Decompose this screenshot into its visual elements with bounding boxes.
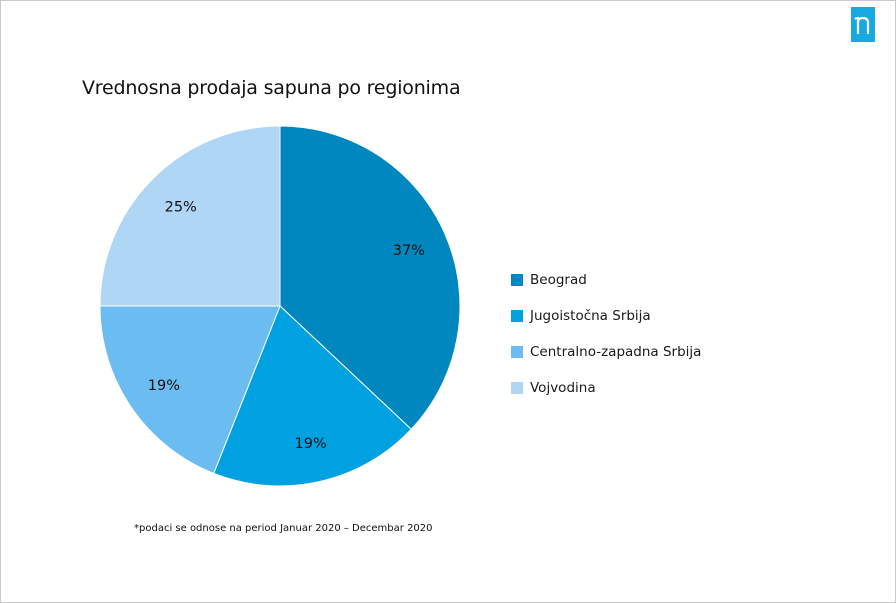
chart-legend: Beograd Jugoistočna Srbija Centralno-zapad… xyxy=(511,262,701,406)
chart-title: Vrednosna prodaja sapuna po regionima xyxy=(82,77,461,99)
slice-value-label: 19% xyxy=(295,436,327,452)
slice-value-label: 25% xyxy=(165,200,197,216)
legend-swatch xyxy=(511,382,523,394)
legend-label: Vojvodina xyxy=(530,380,596,396)
legend-swatch xyxy=(511,346,523,358)
nielsen-logo-icon xyxy=(851,7,875,42)
legend-item: Centralno-zapadna Srbija xyxy=(511,334,701,370)
legend-label: Centralno-zapadna Srbija xyxy=(530,344,702,360)
legend-label: Jugoistočna Srbija xyxy=(530,308,651,324)
pie-labels: 37% 19% 19% 25% xyxy=(148,200,425,452)
footnote: *podaci se odnose na period Januar 2020 … xyxy=(134,523,433,534)
pie-slice-1 xyxy=(279,125,461,430)
pie-slice-3 xyxy=(99,305,281,475)
legend-item: Jugoistočna Srbija xyxy=(511,298,701,334)
slice-value-label: 37% xyxy=(393,243,425,259)
legend-swatch xyxy=(511,274,523,286)
pie-slice-2 xyxy=(213,305,412,487)
legend-item: Beograd xyxy=(511,262,701,298)
pie-slices xyxy=(99,125,461,487)
slice-value-label: 19% xyxy=(148,378,180,394)
legend-swatch xyxy=(511,310,523,322)
pie-slice-4 xyxy=(99,125,281,307)
legend-label: Beograd xyxy=(530,272,587,288)
legend-item: Vojvodina xyxy=(511,370,701,406)
